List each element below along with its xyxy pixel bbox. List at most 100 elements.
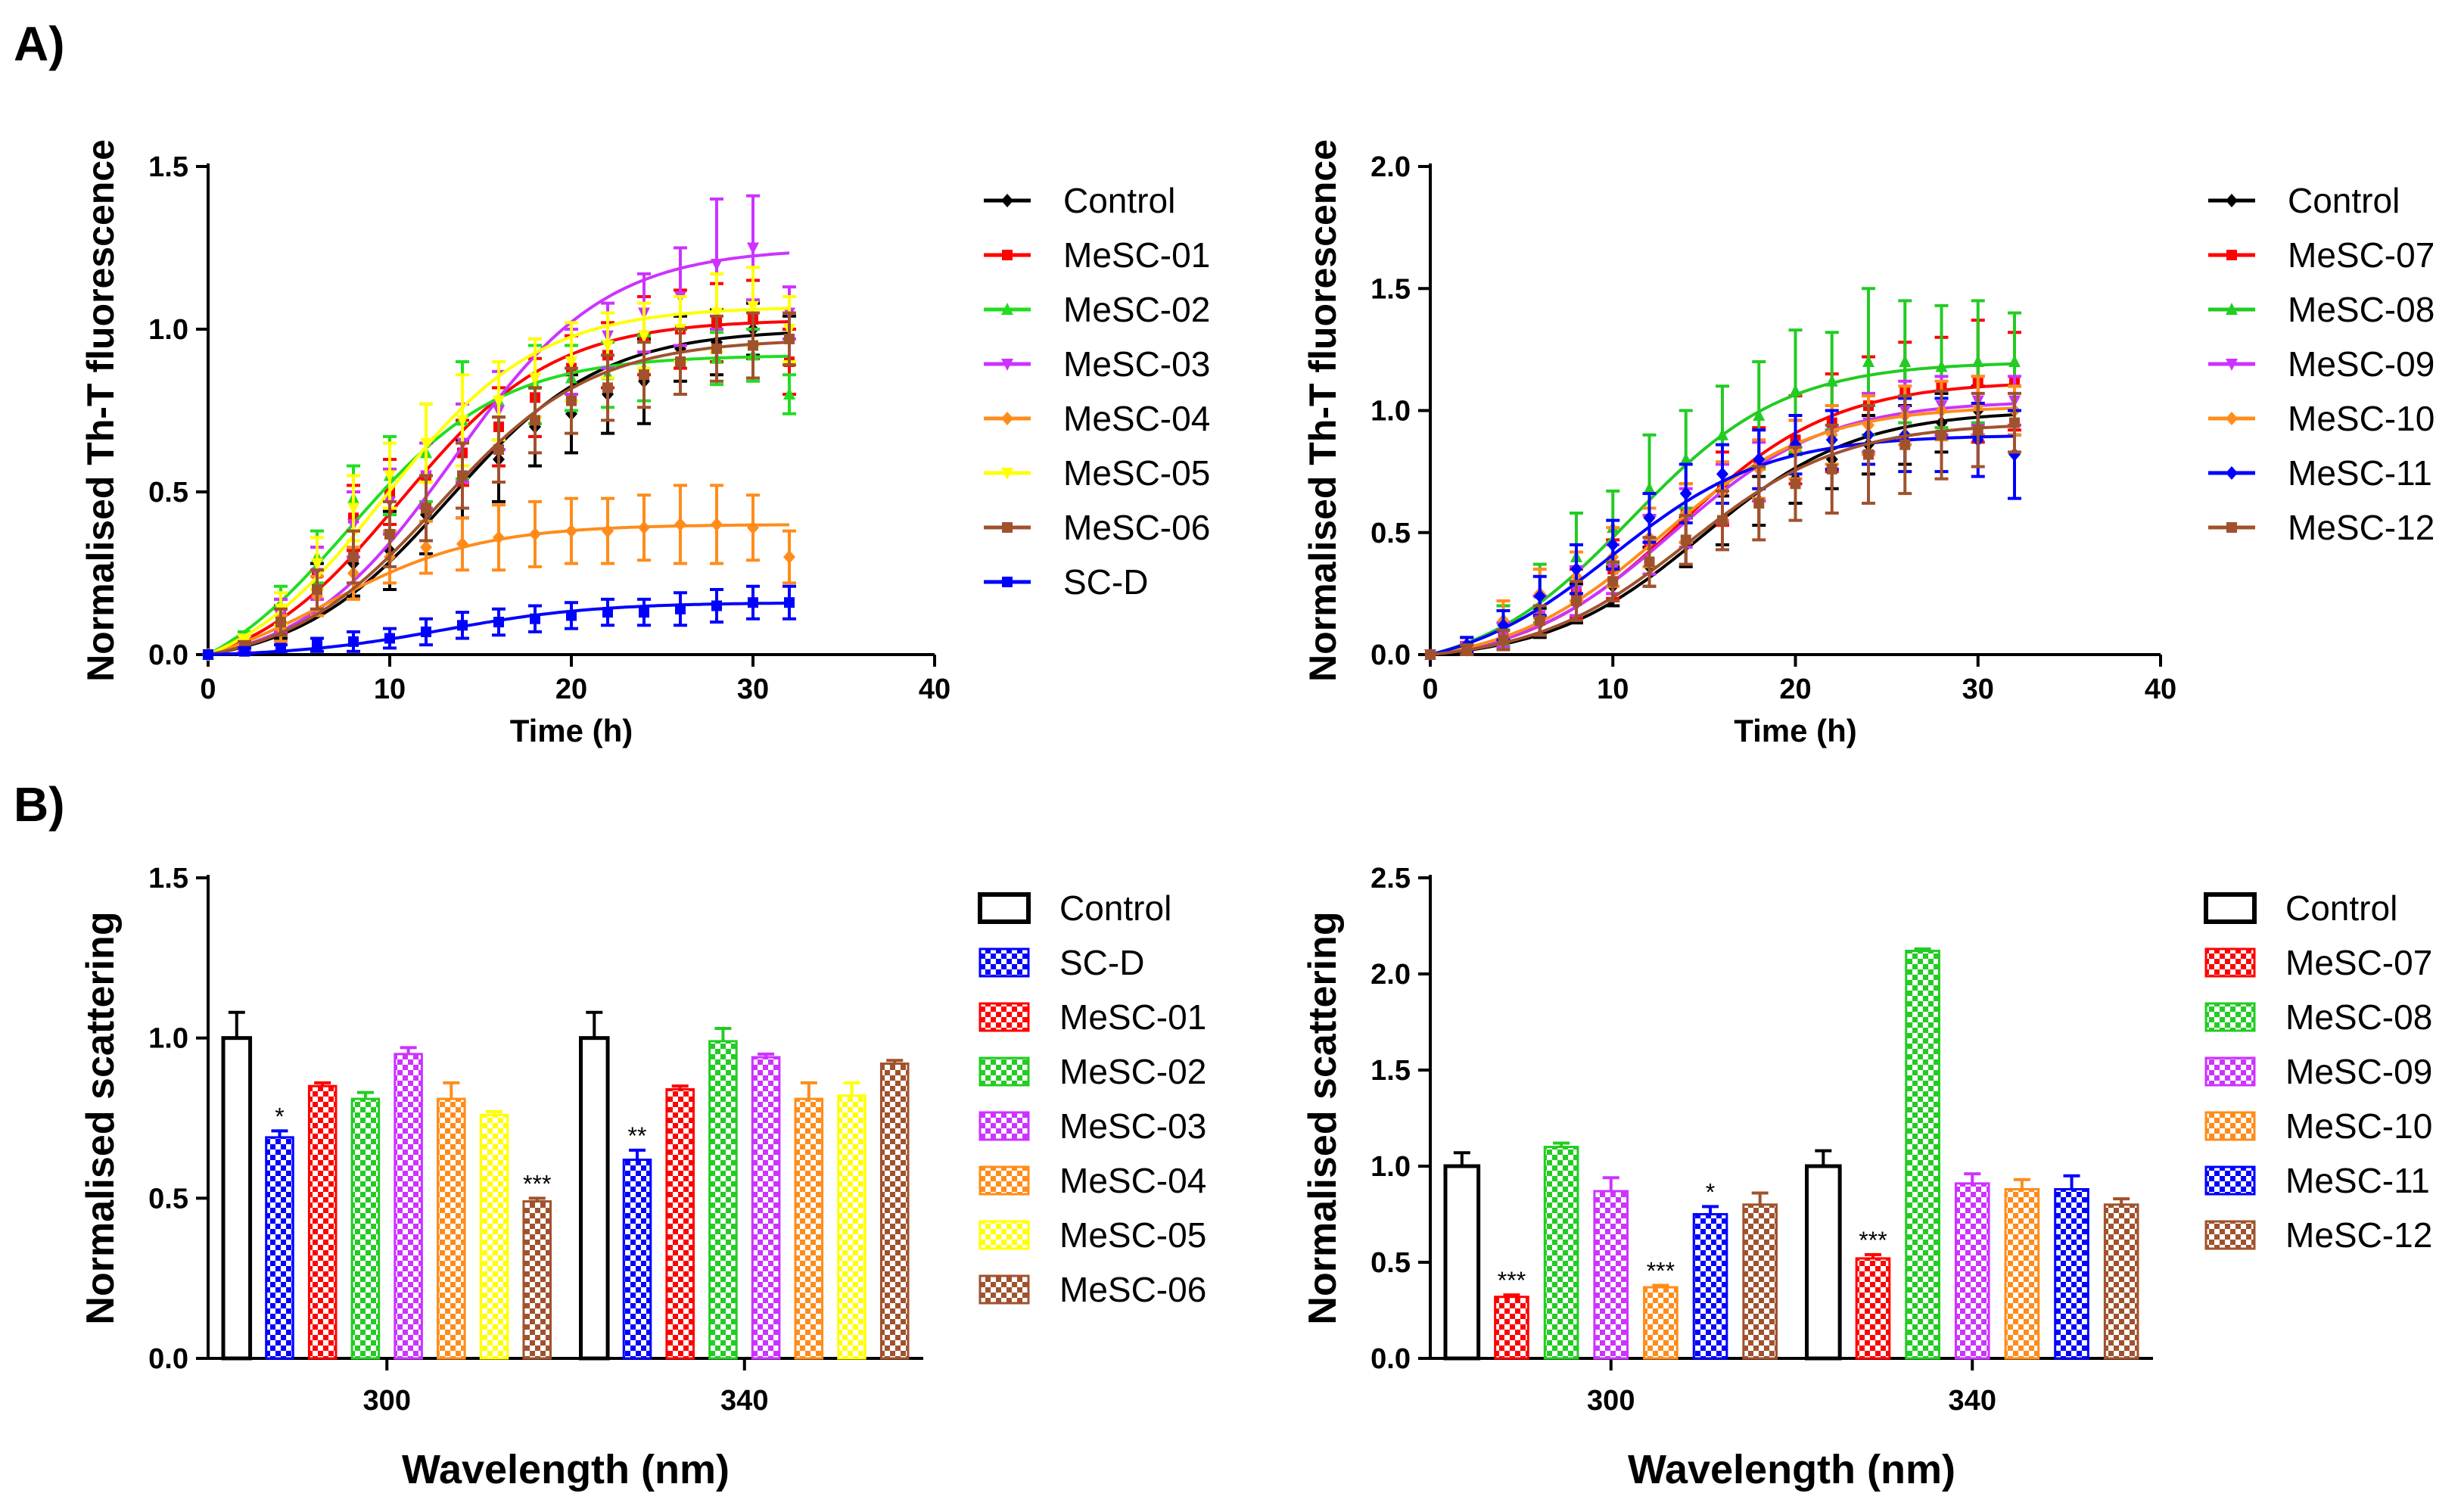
series-mesc-12 [1425, 389, 2021, 660]
data-point [1716, 428, 1728, 440]
y-tick-label: 1.0 [1371, 396, 1411, 428]
bar-mesc-12-300 [1742, 1203, 1778, 1360]
data-point [602, 382, 613, 394]
data-point [1789, 384, 1802, 397]
legend-item-mesc-04: MeSC-04 [984, 399, 1210, 438]
data-point [275, 642, 286, 654]
legend-swatch [978, 1274, 1030, 1305]
data-point [1826, 463, 1837, 474]
data-point [1461, 644, 1473, 655]
legend-item-mesc-09: MeSC-09 [2204, 1052, 2432, 1091]
legend-swatch [2204, 1165, 2256, 1196]
legend-label: SC-D [1063, 562, 1148, 602]
panel-label-b: B) [14, 777, 65, 832]
data-point [1679, 453, 1692, 465]
data-point [311, 558, 323, 571]
data-point [1679, 487, 1692, 501]
legend-item-mesc-05: MeSC-05 [978, 1215, 1206, 1255]
y-tick-label: 2.0 [1371, 151, 1411, 183]
y-tick-label: 0.0 [148, 639, 188, 671]
data-point [493, 444, 504, 456]
legend-item-control: Control [2208, 181, 2400, 220]
legend-label: MeSC-04 [1059, 1161, 1206, 1200]
data-point [1936, 429, 1947, 440]
data-point [747, 242, 759, 255]
data-point [784, 597, 795, 608]
x-tick-label: 0 [200, 674, 216, 705]
data-point [638, 330, 650, 343]
legend-label: Control [2288, 181, 2400, 220]
bar-mesc-11-340 [2054, 1187, 2089, 1360]
legend-label: MeSC-07 [2288, 235, 2435, 275]
legend-item-mesc-10: MeSC-10 [2204, 1106, 2432, 1146]
legend-label: MeSC-08 [2288, 290, 2435, 329]
data-point [1570, 562, 1582, 577]
data-point [348, 636, 359, 647]
legend-swatch [978, 892, 1031, 924]
x-tick-label: 20 [555, 674, 587, 705]
legend-marker [2226, 466, 2238, 480]
data-point [1680, 534, 1691, 546]
legend-marker [1001, 194, 1013, 207]
bar-control-340 [1805, 1164, 1842, 1361]
legend-item-sc-d: SC-D [978, 943, 1144, 982]
significance-label: * [1706, 1178, 1715, 1206]
legend-item-mesc-03: MeSC-03 [984, 344, 1210, 384]
legend-label: MeSC-10 [2288, 399, 2435, 438]
data-point [1607, 537, 1619, 552]
data-point [1863, 449, 1874, 460]
y-tick-label: 0.0 [1371, 1343, 1411, 1375]
y-tick-label: 1.5 [1371, 273, 1411, 305]
legend-item-mesc-05: MeSC-05 [984, 453, 1210, 493]
legend-swatch [978, 1165, 1030, 1196]
bar-mesc-07-340 [1855, 1257, 1891, 1360]
y-tick-label: 2.0 [1371, 959, 1411, 991]
data-point [1571, 596, 1582, 607]
legend-marker [1001, 359, 1013, 371]
legend-label: MeSC-01 [1059, 997, 1206, 1037]
data-point [1899, 355, 1912, 367]
y-tick-label: 2.5 [1371, 863, 1411, 894]
legend-swatch [2204, 947, 2256, 978]
data-point [1643, 511, 1656, 525]
legend-item-mesc-06: MeSC-06 [978, 1270, 1206, 1309]
data-point [347, 502, 359, 515]
data-point [565, 356, 577, 369]
legend-label: MeSC-05 [1063, 453, 1210, 493]
legend-item-mesc-04: MeSC-04 [978, 1161, 1206, 1200]
y-tick-label: 1.5 [148, 863, 188, 894]
data-point [456, 415, 468, 428]
data-point [1425, 649, 1436, 660]
bar-mesc-01-340 [665, 1087, 695, 1360]
legend-swatch [2204, 1056, 2256, 1087]
x-tick-label: 20 [1779, 674, 1811, 705]
bar-control-300 [221, 1036, 253, 1361]
legend-label: MeSC-03 [1063, 344, 1210, 384]
y-tick-label: 1.5 [148, 151, 188, 183]
bar-mesc-10-340 [2004, 1187, 2040, 1360]
data-point [1644, 556, 1655, 568]
legend-marker [2226, 194, 2238, 207]
legend-label: MeSC-01 [1063, 235, 1210, 275]
legend-swatch [2204, 1220, 2256, 1250]
x-tick-label: 0 [1422, 674, 1438, 705]
legend-label: MeSC-02 [1063, 290, 1210, 329]
legend-label: MeSC-02 [1059, 1052, 1206, 1091]
data-point [493, 617, 504, 627]
data-point [711, 518, 723, 531]
legend-item-mesc-12: MeSC-12 [2204, 1215, 2432, 1255]
data-point [384, 470, 396, 483]
data-point [566, 610, 577, 621]
legend-label: MeSC-11 [2285, 1161, 2430, 1200]
category-label-340: 340 [720, 1385, 768, 1417]
x-tick-label: 30 [1962, 674, 1994, 705]
legend-label: MeSC-10 [2285, 1106, 2432, 1146]
y-tick-label: 0.5 [1371, 518, 1411, 549]
legend-label: MeSC-12 [2285, 1215, 2432, 1255]
legend-item-control: Control [978, 888, 1171, 928]
data-point [1716, 467, 1728, 481]
x-tick-label: 40 [2145, 674, 2176, 705]
legend-item-mesc-02: MeSC-02 [984, 290, 1210, 329]
y-tick-label: 0.5 [148, 477, 188, 509]
